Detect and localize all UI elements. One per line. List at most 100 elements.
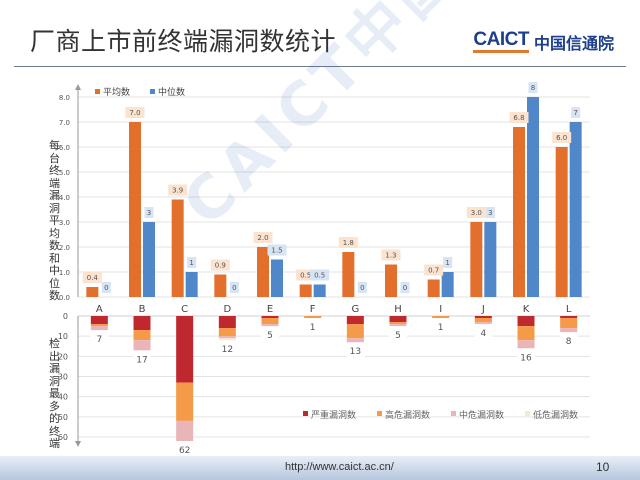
data-label-bg [424, 264, 444, 276]
bar-median [185, 272, 198, 297]
bar-median [484, 222, 497, 297]
data-label-bg [400, 282, 410, 293]
stacked-segment [90, 316, 108, 325]
data-label-bg [101, 282, 111, 293]
stacked-segment [176, 316, 194, 383]
y-tick-label: 6.0 [59, 144, 70, 152]
data-label-mean: 1.3 [385, 252, 396, 260]
footer-url[interactable]: http://www.caict.ac.cn/ [285, 461, 394, 473]
stacked-segment [133, 330, 151, 341]
bar-mean [385, 264, 397, 297]
stacked-segment [560, 328, 578, 333]
data-label-median: 0.5 [314, 272, 325, 280]
data-label-bg [381, 249, 401, 261]
stacked-segment [560, 316, 578, 319]
legend-label: 高危漏洞数 [385, 409, 430, 421]
stacked-segment [218, 328, 236, 337]
y-tick-label: 2.0 [59, 244, 70, 252]
category-label: B [139, 304, 146, 315]
total-label-bg [218, 343, 237, 356]
data-label-median: 1 [189, 259, 193, 267]
data-label-bg [443, 257, 453, 268]
stacked-segment [389, 316, 407, 323]
top-chart-ylabel: 每台终端漏洞平均数和中位数 [49, 139, 60, 302]
data-label-mean: 2.0 [257, 234, 268, 242]
data-label-bg [357, 282, 367, 293]
bar-mean [470, 222, 483, 297]
data-label-mean: 3.0 [471, 209, 482, 217]
data-label-bg [144, 207, 154, 218]
data-label-bg [168, 184, 188, 196]
data-label-mean: 3.9 [172, 187, 183, 195]
bar-median [527, 97, 539, 297]
stacked-segment [133, 316, 151, 331]
legend-swatch [95, 89, 100, 94]
data-label-mean: 6.0 [556, 134, 567, 142]
stacked-segment [176, 420, 194, 442]
total-label-bg [303, 321, 322, 334]
bar-mean [299, 284, 312, 297]
y-tick-label: 1.0 [59, 269, 70, 277]
data-label-bg [253, 232, 273, 243]
stacked-segment [346, 316, 364, 325]
data-label-mean: 0.4 [87, 274, 99, 282]
y-tick-label: 7.0 [59, 119, 70, 127]
stacked-segment [560, 318, 578, 329]
total-label-bg [517, 351, 535, 364]
data-label-mean: 6.8 [513, 114, 524, 122]
caict-logo: CAICT 中国信通院 [473, 30, 614, 54]
data-label-median: 3 [488, 209, 492, 217]
y-tick-label: 10 [58, 332, 68, 341]
data-label-bg [310, 269, 330, 281]
total-label: 5 [395, 331, 401, 341]
stacked-segment [432, 316, 450, 319]
y-tick-label: 4.0 [59, 194, 70, 202]
legend-label: 低危漏洞数 [533, 409, 578, 421]
total-label: 13 [350, 347, 361, 357]
stacked-segment [176, 382, 194, 421]
total-label-bg [389, 329, 407, 342]
data-label-median: 0 [232, 284, 236, 292]
stacked-segment [474, 318, 492, 323]
stacked-segment [133, 340, 151, 351]
stacked-segment [218, 336, 236, 339]
y-tick-label: 3.0 [59, 219, 70, 227]
bar-median [569, 122, 582, 297]
bar-mean [427, 279, 440, 297]
vulnerability-chart: 0.0 1.0 2.0 3.0 4.0 5.0 6.0 7.0 8.0 0.4 0 A 7.0 3 B 3.9… [58, 82, 590, 456]
bottom-chart-ylabel: 检出漏洞最多的终端 [49, 337, 60, 450]
bar-median [441, 272, 454, 297]
legend-swatch [303, 411, 308, 416]
y-tick-label: 8.0 [59, 94, 70, 102]
page-number: 10 [596, 460, 610, 474]
stacked-segment [261, 324, 279, 327]
stacked-segment [346, 338, 364, 343]
title-divider [14, 66, 626, 67]
y-tick-label: 0.0 [59, 294, 70, 302]
data-label-median: 0 [403, 284, 407, 292]
data-label-median: 7 [573, 109, 577, 117]
data-label-mean: 1.8 [343, 239, 354, 247]
category-label: J [481, 304, 485, 315]
page-title: 厂商上市前终端漏洞数统计 [30, 27, 337, 56]
stacked-segment [389, 322, 407, 325]
legend-swatch [150, 89, 155, 94]
total-label-bg [559, 335, 578, 348]
data-label-bg [82, 272, 102, 283]
bar-mean [342, 252, 355, 297]
data-label-bg [485, 207, 495, 218]
data-label-bg [210, 259, 230, 271]
legend-swatch [377, 411, 382, 416]
data-label-bg [552, 132, 572, 143]
category-label: K [523, 304, 530, 315]
data-label-bg [338, 237, 358, 248]
logo-cn: 中国信通院 [533, 34, 614, 53]
total-label-bg [474, 327, 493, 340]
category-label: I [439, 304, 442, 315]
y-tick-label: 0 [63, 312, 68, 321]
y-tick-label: 40 [58, 393, 68, 402]
legend-swatch [525, 411, 530, 416]
data-label-median: 8 [531, 84, 535, 92]
data-label-median: 1 [445, 259, 449, 267]
total-label: 1 [438, 323, 444, 333]
